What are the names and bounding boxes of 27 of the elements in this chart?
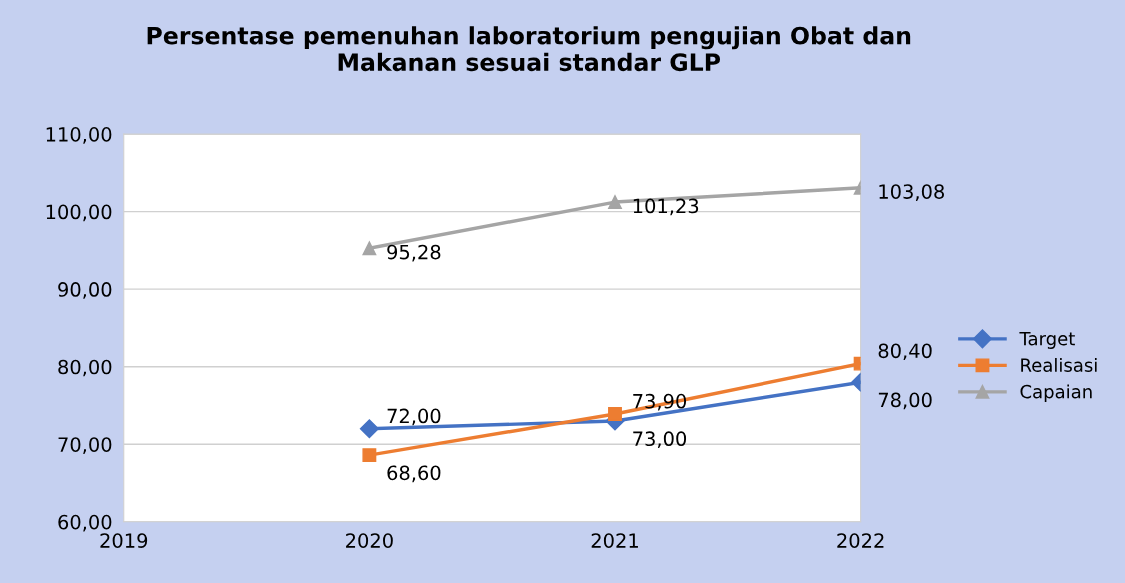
data-label: 73,00: [633, 431, 687, 449]
legend-label: Realisasi: [1021, 357, 1097, 372]
data-label: 72,00: [387, 408, 441, 426]
point: [362, 241, 377, 256]
data-label: 101,23: [633, 198, 699, 216]
legend-label: Capaian: [1020, 384, 1092, 402]
point: [359, 419, 379, 439]
data-label: 68,60: [387, 465, 441, 483]
y-tick-label: 110,00: [46, 127, 112, 144]
point: [362, 448, 377, 463]
y-tick-label: 70,00: [58, 437, 112, 454]
y-tick-label: 80,00: [58, 359, 112, 377]
data-label: 103,08: [879, 184, 944, 201]
y-tick-label: 60,00: [58, 514, 112, 532]
y-tick-label: 90,00: [58, 282, 112, 299]
chart-title: Persentase pemenuhan laboratorium pengujian Obat dan Makanan sesuai standar GLP: [147, 26, 911, 72]
point: [608, 407, 622, 421]
data-label: 95,28: [387, 244, 441, 262]
data-label: 80,40: [878, 343, 932, 361]
x-tick-label: 2019: [100, 533, 148, 548]
point: [608, 195, 622, 210]
x-tick-label: 2021: [591, 533, 638, 548]
data-label: 78,00: [878, 392, 932, 410]
x-tick-label: 2020: [346, 533, 393, 548]
x-tick-label: 2022: [837, 533, 884, 548]
legend-label: Target: [1019, 332, 1075, 349]
y-tick-label: 100,00: [46, 204, 112, 222]
